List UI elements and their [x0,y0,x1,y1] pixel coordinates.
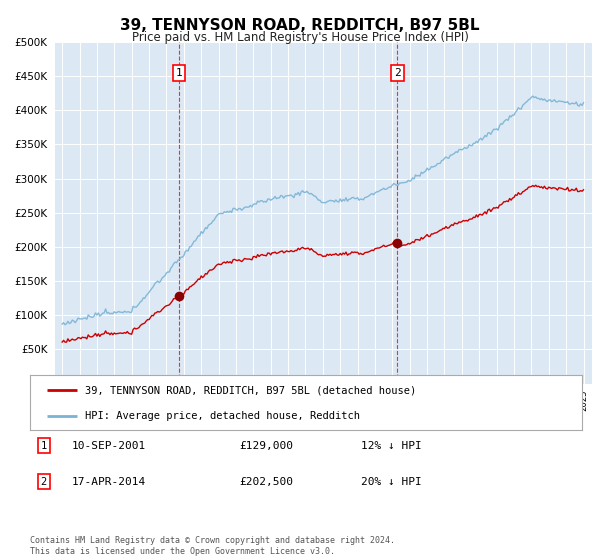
Text: £129,000: £129,000 [240,441,294,451]
Text: 1: 1 [175,68,182,78]
Text: Contains HM Land Registry data © Crown copyright and database right 2024.
This d: Contains HM Land Registry data © Crown c… [30,536,395,556]
Text: Price paid vs. HM Land Registry's House Price Index (HPI): Price paid vs. HM Land Registry's House … [131,31,469,44]
Text: 2: 2 [41,477,47,487]
Text: 10-SEP-2001: 10-SEP-2001 [71,441,146,451]
Text: 39, TENNYSON ROAD, REDDITCH, B97 5BL: 39, TENNYSON ROAD, REDDITCH, B97 5BL [120,18,480,33]
Text: 1: 1 [41,441,47,451]
Text: 39, TENNYSON ROAD, REDDITCH, B97 5BL (detached house): 39, TENNYSON ROAD, REDDITCH, B97 5BL (de… [85,385,416,395]
Text: £202,500: £202,500 [240,477,294,487]
Text: 12% ↓ HPI: 12% ↓ HPI [361,441,422,451]
Text: 2: 2 [394,68,401,78]
Text: 20% ↓ HPI: 20% ↓ HPI [361,477,422,487]
Text: 17-APR-2014: 17-APR-2014 [71,477,146,487]
Text: HPI: Average price, detached house, Redditch: HPI: Average price, detached house, Redd… [85,411,360,421]
